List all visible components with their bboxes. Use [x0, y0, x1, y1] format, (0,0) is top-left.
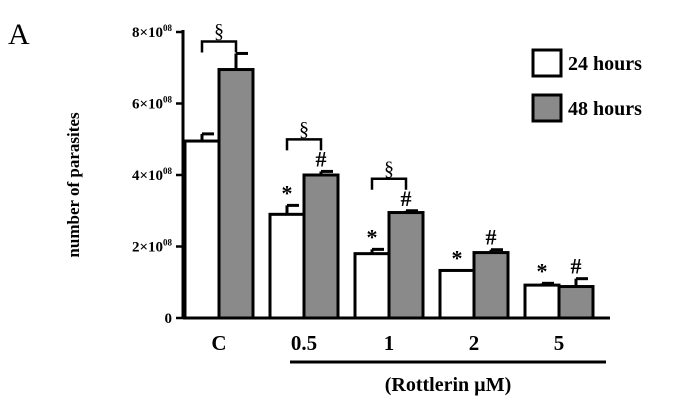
y-tick-exponent: 08 [163, 238, 173, 248]
y-tick-label: 2×1008 [132, 238, 173, 256]
significance-hash: # [401, 186, 412, 211]
bar-24h [268, 212, 306, 320]
legend-label: 24 hours [568, 53, 642, 75]
legend-swatch-24h [531, 48, 563, 78]
x-category-label: 1 [384, 331, 395, 355]
significance-hash: # [571, 254, 582, 279]
bar-24h [523, 283, 561, 320]
panel-label: A [8, 18, 30, 51]
y-tick-base: 6×10 [132, 97, 163, 113]
significance-bracket [200, 40, 238, 53]
legend: 24 hours 48 hours [531, 48, 642, 123]
significance-hash: # [316, 146, 327, 171]
bar-48h [472, 251, 510, 320]
y-axis-label: number of parasites [64, 112, 83, 258]
bar-24h [438, 268, 476, 320]
y-tick-base: 0 [165, 311, 173, 327]
significance-section-sign: § [299, 118, 309, 140]
x-category-label: 2 [469, 331, 480, 355]
bar-24h [183, 139, 221, 320]
bar-48h [557, 285, 595, 320]
significance-asterisk: * [367, 224, 378, 249]
y-tick-label: 0 [165, 311, 173, 327]
bar-48h [217, 68, 255, 320]
bar-48h [302, 173, 340, 320]
y-tick-label: 4×1008 [132, 166, 173, 184]
bar-24h [353, 252, 391, 320]
x-axis-label: (Rottlerin µM) [385, 374, 511, 396]
bar-48h [387, 211, 425, 320]
significance-section-sign: § [214, 20, 224, 42]
y-tick-base: 4×10 [132, 168, 163, 184]
legend-swatch-48h [531, 93, 563, 123]
significance-bracket [370, 177, 408, 190]
y-tick-base: 8×10 [132, 25, 163, 41]
x-category-label: 5 [554, 331, 565, 355]
legend-label: 48 hours [568, 98, 642, 120]
annotations: * * * * # # # # § § § [200, 20, 582, 283]
significance-asterisk: * [452, 245, 463, 270]
x-category-label: C [211, 331, 226, 355]
significance-asterisk: * [282, 180, 293, 205]
y-tick-label: 8×1008 [132, 23, 173, 41]
y-tick-label: 6×1008 [132, 95, 173, 113]
y-tick-base: 2×10 [132, 240, 163, 256]
y-tick-exponent: 08 [163, 166, 173, 176]
significance-asterisk: * [537, 258, 548, 283]
significance-section-sign: § [384, 158, 394, 180]
y-tick-exponent: 08 [163, 95, 173, 105]
bars [183, 51, 595, 320]
significance-bracket [285, 138, 323, 151]
y-tick-exponent: 08 [163, 23, 173, 33]
significance-hash: # [486, 225, 497, 250]
x-category-label: 0.5 [291, 331, 317, 355]
